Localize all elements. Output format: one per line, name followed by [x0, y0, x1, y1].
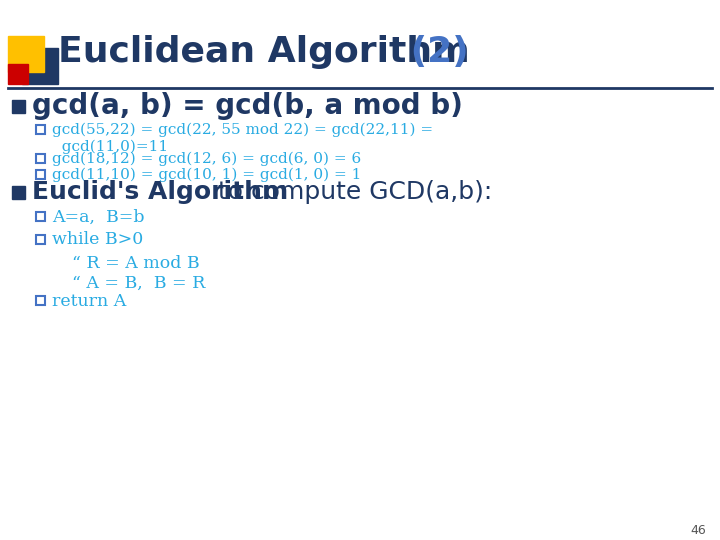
- Text: gcd(11,10) = gcd(10, 1) = gcd(1, 0) = 1: gcd(11,10) = gcd(10, 1) = gcd(1, 0) = 1: [52, 168, 361, 182]
- Text: return A: return A: [52, 293, 126, 309]
- Bar: [12, 100, 25, 113]
- Text: gcd(11,0)=11: gcd(11,0)=11: [52, 140, 168, 154]
- Bar: [36, 212, 45, 221]
- Text: to compute GCD(a,b):: to compute GCD(a,b):: [210, 180, 492, 204]
- Bar: [8, 36, 44, 72]
- Text: gcd(18,12) = gcd(12, 6) = gcd(6, 0) = 6: gcd(18,12) = gcd(12, 6) = gcd(6, 0) = 6: [52, 152, 361, 166]
- Bar: [12, 186, 25, 199]
- Bar: [36, 154, 45, 163]
- Bar: [36, 125, 45, 134]
- Bar: [8, 64, 28, 84]
- Text: Euclidean Algorithm: Euclidean Algorithm: [58, 35, 469, 69]
- Text: “ A = B,  B = R: “ A = B, B = R: [72, 274, 205, 292]
- Text: Euclid's Algorithm: Euclid's Algorithm: [32, 180, 288, 204]
- Text: (2): (2): [398, 35, 469, 69]
- Text: gcd(a, b) = gcd(b, a mod b): gcd(a, b) = gcd(b, a mod b): [32, 92, 463, 120]
- Bar: [36, 170, 45, 179]
- Text: while B>0: while B>0: [52, 232, 143, 248]
- Bar: [22, 48, 58, 84]
- Text: A=a,  B=b: A=a, B=b: [52, 208, 145, 226]
- Text: 46: 46: [690, 523, 706, 537]
- Bar: [36, 235, 45, 244]
- Text: gcd(55,22) = gcd(22, 55 mod 22) = gcd(22,11) =: gcd(55,22) = gcd(22, 55 mod 22) = gcd(22…: [52, 123, 433, 137]
- Bar: [36, 296, 45, 305]
- Text: “ R = A mod B: “ R = A mod B: [72, 254, 199, 272]
